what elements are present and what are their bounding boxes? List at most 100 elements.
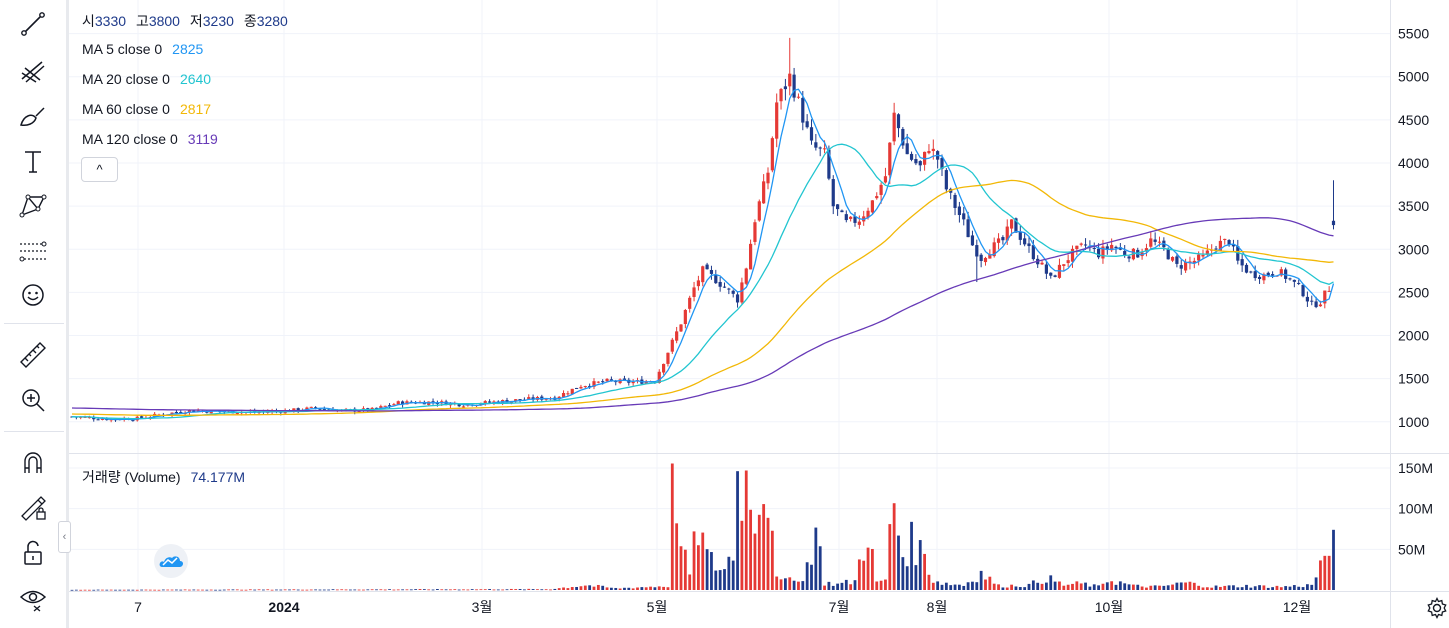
unlock-icon[interactable]: [14, 534, 52, 572]
volume-bar: [583, 585, 587, 590]
candle-body: [792, 74, 796, 98]
volume-bar: [766, 517, 770, 590]
collapse-legend-button[interactable]: ^: [81, 157, 118, 182]
volume-bar: [505, 589, 509, 591]
lock-drawing-icon[interactable]: [14, 488, 52, 526]
candle-body: [970, 235, 975, 246]
magnet-icon[interactable]: [14, 443, 52, 481]
volume-bar: [631, 588, 635, 590]
volume-bar: [231, 589, 235, 591]
volume-bar: [466, 589, 470, 591]
candle-body: [701, 266, 705, 283]
volume-bar: [1097, 585, 1100, 590]
price-tick-label: 4500: [1398, 112, 1429, 128]
volume-bar: [1188, 581, 1192, 590]
volume-bar: [701, 532, 705, 590]
chart-area[interactable]: 5500 5000 4500 4000 3500 3000 2500 2000 1500 1000…: [58, 0, 1449, 628]
volume-bar: [1079, 583, 1083, 590]
candle-body: [666, 352, 670, 364]
volume-bar: [601, 585, 605, 590]
volume-bar: [1323, 555, 1327, 590]
volume-bar: [1258, 585, 1261, 590]
volume-bar: [679, 546, 683, 590]
time-tick-label: 8월: [927, 599, 948, 615]
candle-body: [1301, 284, 1305, 297]
ma-20-line: [71, 143, 1334, 420]
candle-body: [853, 216, 857, 223]
candle-body: [709, 269, 714, 274]
candle-body: [983, 257, 988, 263]
candle-body: [679, 324, 683, 332]
candle-body: [775, 102, 779, 139]
volume-bar: [1166, 585, 1170, 590]
candle-body: [840, 210, 844, 213]
eye-icon[interactable]: [14, 578, 52, 616]
volume-bar: [479, 589, 483, 591]
volume-bar: [918, 540, 922, 590]
text-icon[interactable]: [14, 143, 52, 181]
forecast-icon[interactable]: [14, 232, 52, 270]
volume-bar: [1066, 584, 1070, 590]
volume-bar: [1227, 585, 1231, 590]
volume-bar: [409, 589, 413, 591]
volume-bar: [762, 504, 766, 590]
candle-body: [1214, 248, 1218, 250]
volume-bar: [1084, 582, 1087, 590]
candle-body: [953, 194, 957, 208]
chart-svg[interactable]: 5500 5000 4500 4000 3500 3000 2500 2000 1500 1000…: [69, 0, 1449, 628]
brush-icon[interactable]: [14, 98, 52, 136]
tradingview-logo-icon[interactable]: [154, 544, 188, 578]
volume-bar: [931, 582, 935, 590]
pitchfork-icon[interactable]: [14, 52, 52, 90]
volume-bar: [683, 549, 687, 590]
candle-body: [1083, 244, 1088, 246]
volume-bar: [131, 589, 135, 591]
volume-bar: [418, 589, 422, 590]
open-label: 시: [82, 13, 95, 29]
volume-bar: [979, 570, 983, 590]
volume-bar: [705, 549, 709, 590]
ma20-label: MA 20 close 0: [82, 71, 170, 87]
volume-bar: [388, 589, 391, 591]
sidebar-toggle-handle[interactable]: ‹: [58, 521, 71, 553]
candle-body: [962, 213, 966, 220]
volume-bar: [370, 589, 374, 591]
volume-bar: [1297, 586, 1301, 590]
candle-body: [1244, 264, 1249, 273]
ruler-icon[interactable]: [14, 336, 52, 374]
volume-bar: [688, 574, 692, 590]
candle-body: [909, 153, 914, 160]
zoom-in-icon[interactable]: [14, 381, 52, 419]
candle-body: [1010, 219, 1014, 229]
volume-bar: [914, 565, 918, 590]
pattern-icon[interactable]: [14, 187, 52, 225]
volume-bar: [1071, 583, 1074, 590]
candle-body: [1331, 220, 1336, 226]
volume-bar: [1205, 587, 1209, 590]
ma120-legend[interactable]: MA 120 close 0 3119: [82, 131, 218, 147]
trend-line-icon[interactable]: [14, 5, 52, 43]
volume-bar: [301, 589, 304, 591]
volume-bar: [288, 589, 291, 591]
volume-bar: [1262, 585, 1266, 590]
volume-bar: [275, 589, 278, 591]
candle-body: [601, 381, 605, 383]
price-tick-label: 3000: [1398, 241, 1429, 257]
volume-bar: [1192, 582, 1196, 590]
ma5-legend[interactable]: MA 5 close 0 2825: [82, 41, 203, 57]
volume-bar: [153, 589, 157, 591]
candle-body: [1014, 218, 1018, 233]
volume-bar: [944, 582, 948, 590]
ma60-legend[interactable]: MA 60 close 0 2817: [82, 101, 211, 117]
volume-legend[interactable]: 거래량 (Volume) 74.177M: [82, 467, 245, 487]
ma20-legend[interactable]: MA 20 close 0 2640: [82, 71, 211, 87]
volume-bar: [1266, 587, 1270, 590]
volume-bar: [710, 552, 713, 590]
candle-body: [831, 179, 835, 207]
volume-bar: [1292, 585, 1296, 590]
emoji-icon[interactable]: [14, 276, 52, 314]
settings-icon[interactable]: [1425, 596, 1449, 620]
candle-body: [87, 417, 91, 419]
volume-bar: [731, 560, 735, 590]
candle-body: [561, 393, 566, 397]
